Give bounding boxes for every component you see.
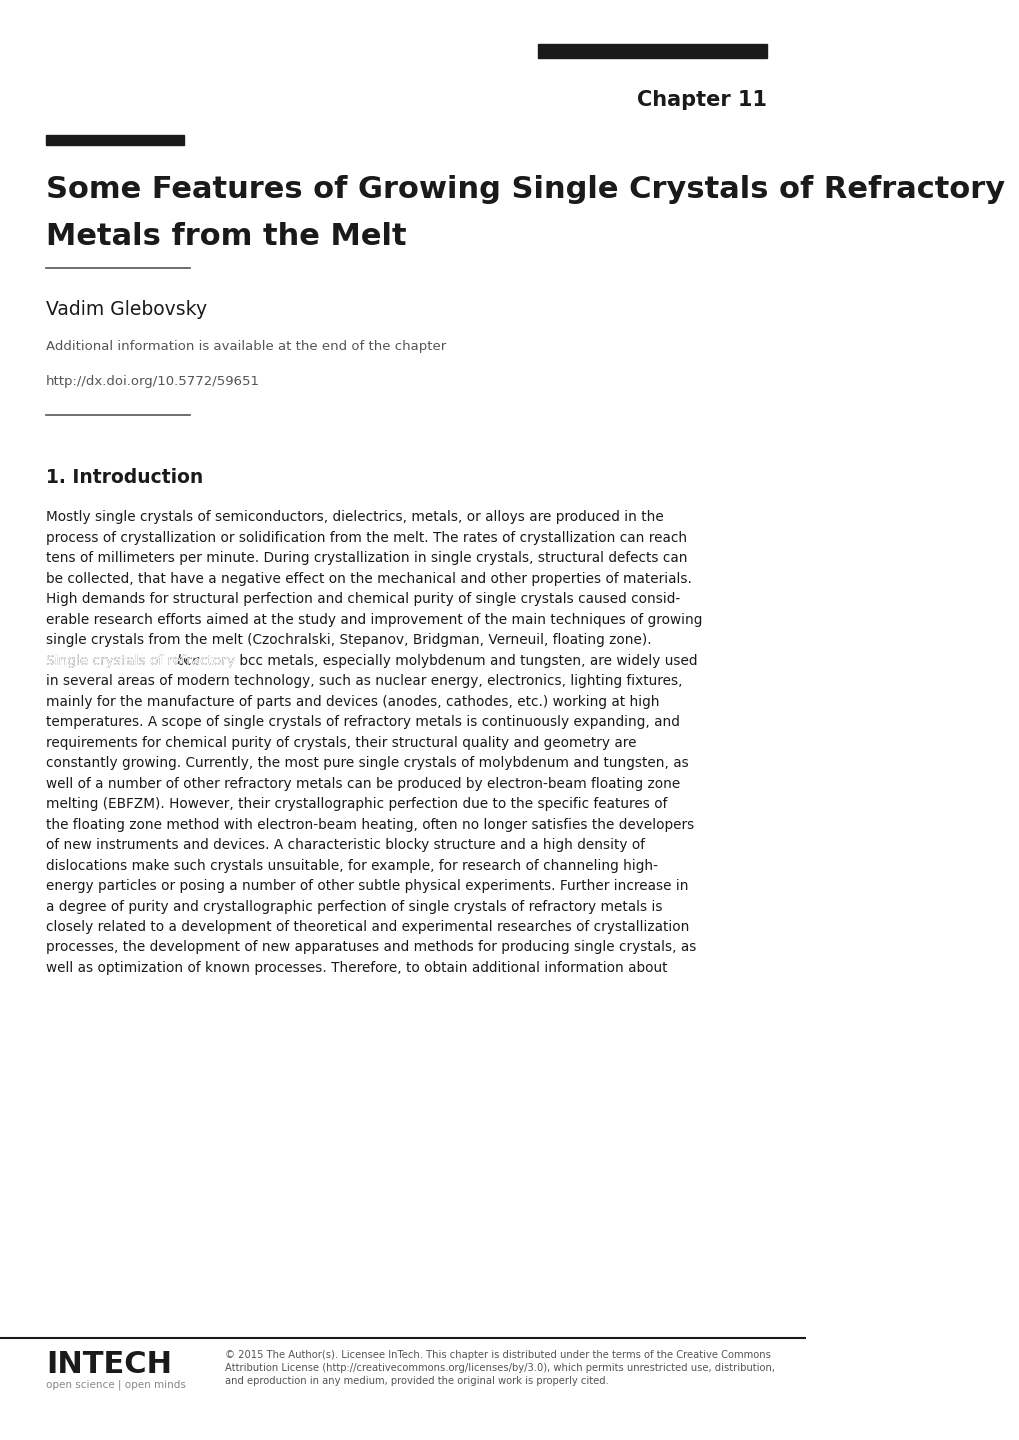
Bar	[537, 45, 766, 58]
Text: energy particles or posing a number of other subtle physical experiments. Furthe: energy particles or posing a number of o…	[46, 878, 688, 893]
Text: bcc: bcc	[176, 654, 200, 668]
Text: http://dx.doi.org/10.5772/59651: http://dx.doi.org/10.5772/59651	[46, 374, 260, 387]
Text: Additional information is available at the end of the chapter: Additional information is available at t…	[46, 340, 445, 353]
Text: in several areas of modern technology, such as nuclear energy, electronics, ligh: in several areas of modern technology, s…	[46, 674, 682, 688]
Text: single crystals from the melt (Czochralski, Stepanov, Bridgman, Verneuil, floati: single crystals from the melt (Czochrals…	[46, 634, 651, 647]
Text: mainly for the manufacture of parts and devices (anodes, cathodes, etc.) working: mainly for the manufacture of parts and …	[46, 694, 658, 708]
Text: Single crystals of refractory bcc metals, especially molybdenum and tungsten, ar: Single crystals of refractory bcc metals…	[46, 654, 697, 668]
Text: requirements for chemical purity of crystals, their structural quality and geome: requirements for chemical purity of crys…	[46, 736, 636, 749]
Text: melting (EBFZM). However, their crystallographic perfection due to the specific : melting (EBFZM). However, their crystall…	[46, 796, 666, 811]
Text: closely related to a development of theoretical and experimental researches of c: closely related to a development of theo…	[46, 920, 689, 935]
Text: tens of millimeters per minute. During crystallization in single crystals, struc: tens of millimeters per minute. During c…	[46, 552, 687, 564]
Text: processes, the development of new apparatuses and methods for producing single c: processes, the development of new appara…	[46, 940, 696, 955]
Text: Some Features of Growing Single Crystals of Refractory: Some Features of Growing Single Crystals…	[46, 176, 1004, 204]
Text: a degree of purity and crystallographic perfection of single crystals of refract: a degree of purity and crystallographic …	[46, 900, 661, 913]
Text: Mostly single crystals of semiconductors, dielectrics, metals, or alloys are pro: Mostly single crystals of semiconductors…	[46, 510, 663, 524]
Text: well as optimization of known processes. Therefore, to obtain additional informa: well as optimization of known processes.…	[46, 960, 666, 975]
Text: the floating zone method with electron-beam heating, often no longer satisfies t: the floating zone method with electron-b…	[46, 818, 693, 831]
Text: 1. Introduction: 1. Introduction	[46, 468, 203, 487]
Text: open science | open minds: open science | open minds	[46, 1380, 185, 1391]
Text: Chapter 11: Chapter 11	[636, 91, 766, 109]
Text: temperatures. A scope of single crystals of refractory metals is continuously ex: temperatures. A scope of single crystals…	[46, 716, 679, 729]
Text: process of crystallization or solidification from the melt. The rates of crystal: process of crystallization or solidifica…	[46, 530, 687, 544]
Text: Vadim Glebovsky: Vadim Glebovsky	[46, 300, 207, 320]
Text: Single crystals of refractory: Single crystals of refractory	[46, 654, 239, 668]
Text: be collected, that have a negative effect on the mechanical and other properties: be collected, that have a negative effec…	[46, 572, 691, 586]
Text: © 2015 The Author(s). Licensee InTech. This chapter is distributed under the ter: © 2015 The Author(s). Licensee InTech. T…	[225, 1351, 774, 1387]
Text: constantly growing. Currently, the most pure single crystals of molybdenum and t: constantly growing. Currently, the most …	[46, 756, 688, 770]
Text: dislocations make such crystals unsuitable, for example, for research of channel: dislocations make such crystals unsuitab…	[46, 858, 657, 873]
Text: Metals from the Melt: Metals from the Melt	[46, 222, 407, 251]
Text: of new instruments and devices. A characteristic blocky structure and a high den: of new instruments and devices. A charac…	[46, 838, 644, 852]
Bar	[46, 135, 184, 145]
Text: INTECH: INTECH	[46, 1351, 171, 1380]
Text: well of a number of other refractory metals can be produced by electron-beam flo: well of a number of other refractory met…	[46, 776, 680, 791]
Text: High demands for structural perfection and chemical purity of single crystals ca: High demands for structural perfection a…	[46, 592, 680, 606]
Text: erable research efforts aimed at the study and improvement of the main technique: erable research efforts aimed at the stu…	[46, 612, 701, 626]
